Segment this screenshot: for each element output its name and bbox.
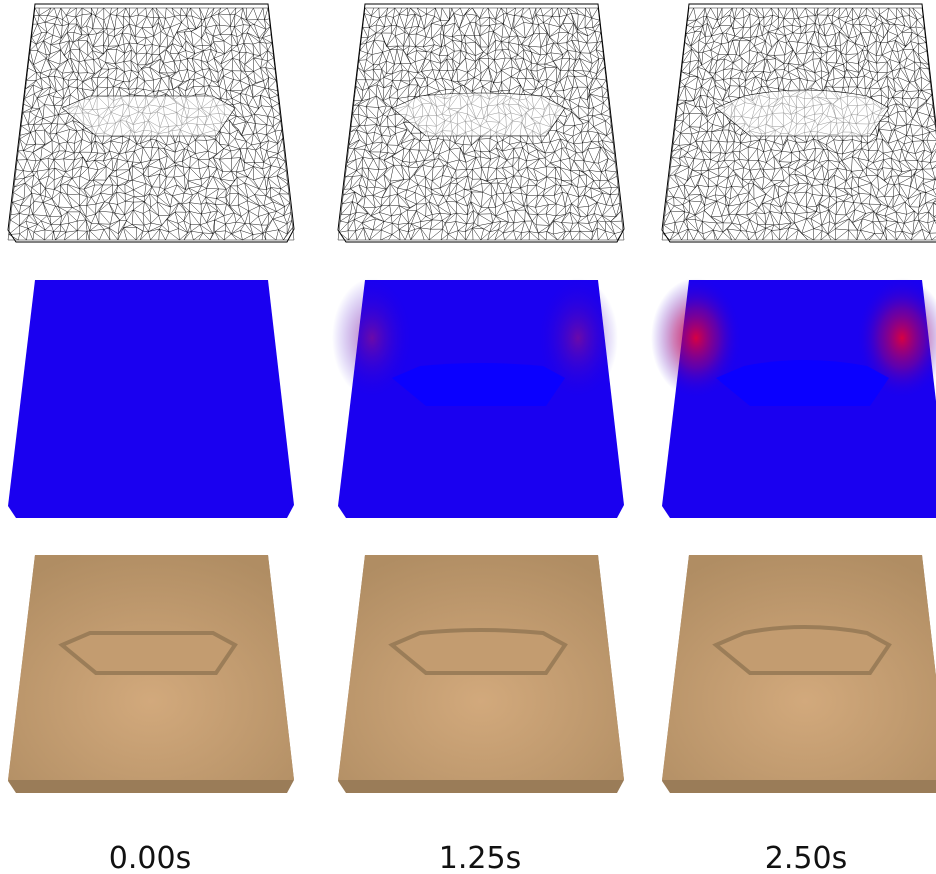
mesh-hole xyxy=(716,90,889,136)
heatmap-body xyxy=(8,280,294,518)
frame-label: 2.50s xyxy=(765,841,847,874)
render-hole xyxy=(62,633,235,673)
heatmap-hole xyxy=(716,360,889,406)
frame-label: 0.00s xyxy=(109,841,191,874)
page: {"frames": [{"label": "0.00s"}, {"label"… xyxy=(0,0,936,874)
mesh-hole xyxy=(392,93,565,136)
render-hole xyxy=(392,630,565,673)
frame-label: 1.25s xyxy=(439,841,521,874)
render-hole xyxy=(716,627,889,673)
figure: 0.00s 1.25s 2.50s xyxy=(0,0,936,874)
